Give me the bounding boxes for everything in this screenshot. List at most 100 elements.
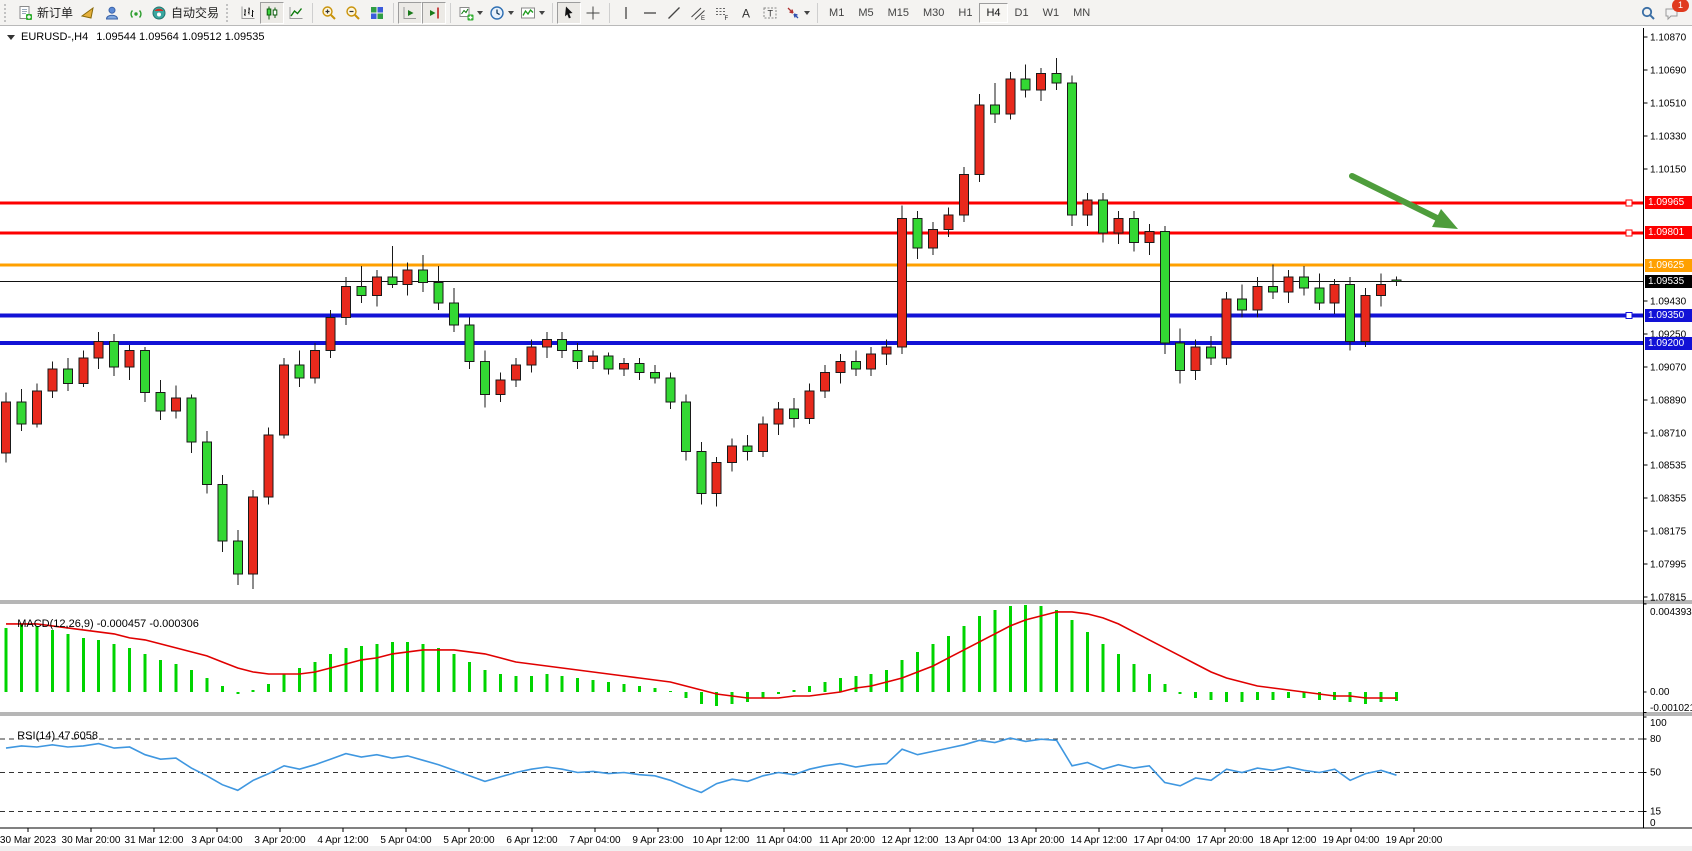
trendline-tool-button[interactable] [662,2,686,24]
new-order-icon [19,5,32,20]
fibonacci-icon: F [716,7,729,21]
svg-text:1.10330: 1.10330 [1650,131,1687,142]
auto-trading-label: 自动交易 [171,6,220,20]
svg-text:1.09070: 1.09070 [1650,362,1687,373]
svg-text:18 Apr 12:00: 18 Apr 12:00 [1260,835,1317,846]
hline-handle[interactable] [1625,199,1633,207]
timeframe-button-M15[interactable]: M15 [887,6,909,19]
candlestick-chart-icon [266,6,278,19]
zoom-in-button[interactable] [317,2,341,24]
svg-text:6 Apr 12:00: 6 Apr 12:00 [506,835,558,846]
toolbar-separator [552,2,554,23]
svg-text:1.08890: 1.08890 [1650,395,1687,406]
svg-text:5 Apr 04:00: 5 Apr 04:00 [380,835,432,846]
hline-handle[interactable] [1625,229,1633,237]
new-order-button[interactable]: 新订单 [14,2,76,24]
timeframe-toolbar: M1 M5 M15 M30 H1 H4 D1 W1 MN [822,2,1097,23]
trend-arrow-annotation[interactable] [1349,173,1458,229]
channel-tool-button[interactable]: E [686,2,710,24]
search-button[interactable] [1636,2,1660,24]
svg-text:1.08175: 1.08175 [1650,527,1687,538]
one-click-trading-collapse-icon[interactable] [7,34,15,40]
svg-text:30 Mar 2023: 30 Mar 2023 [0,835,57,846]
horizontal-lines[interactable] [0,199,1643,346]
svg-text:5 Apr 20:00: 5 Apr 20:00 [443,835,495,846]
price-tag-1.09535: 1.09535 [1645,275,1692,289]
svg-text:1.10870: 1.10870 [1650,33,1687,44]
auto-trading-button[interactable]: 自动交易 [148,2,222,24]
indicators-icon [521,7,536,18]
svg-text:100: 100 [1650,718,1667,729]
timeframe-button-H1[interactable]: H1 [958,6,973,19]
zoom-out-icon [346,5,360,20]
zoom-out-button[interactable] [341,2,365,24]
arrows-tool-button[interactable] [782,2,813,24]
svg-text:1.08710: 1.08710 [1650,428,1687,439]
auto-scroll-button[interactable] [398,1,423,24]
chart-title: EURUSD-,H4 1.09544 1.09564 1.09512 1.095… [7,31,264,43]
toolbar-separator [393,2,395,23]
signal-button[interactable] [124,2,148,24]
auto-scroll-icon [403,6,417,19]
cursor-button[interactable] [557,1,582,24]
candlestick-chart-button[interactable] [260,1,285,24]
new-chart-button[interactable] [455,2,486,24]
timeframe-button-M5[interactable]: M5 [858,6,874,19]
text-label-tool-button[interactable]: T [758,2,782,24]
dropdown-caret-icon [539,10,546,15]
fibonacci-tool-button[interactable]: F [710,2,734,24]
svg-text:4 Apr 12:00: 4 Apr 12:00 [317,835,369,846]
new-chart-icon [459,6,474,20]
notification-badge: 1 [1672,0,1689,12]
timeframe-button-H4[interactable]: H4 [979,2,1008,23]
periods-button[interactable] [486,2,517,24]
svg-text:13 Apr 04:00: 13 Apr 04:00 [945,835,1002,846]
text-icon: A [742,6,750,20]
svg-text:E: E [701,16,705,21]
svg-text:F: F [725,16,729,21]
horizontal-line-icon [644,11,657,14]
tile-windows-button[interactable] [365,2,389,24]
hline-handle[interactable] [1625,312,1633,320]
text-tool-button[interactable]: A [734,2,758,24]
svg-text:1.10690: 1.10690 [1650,65,1687,76]
price-axis-ticks: 1.10870 1.10690 1.10510 1.10330 1.10150 1.094… [1643,33,1692,829]
timeframe-button-M1[interactable]: M1 [829,6,845,19]
indicators-button[interactable] [517,2,548,24]
price-tag-1.09965: 1.09965 [1645,196,1692,210]
line-chart-button[interactable] [284,2,308,24]
svg-text:14 Apr 12:00: 14 Apr 12:00 [1071,835,1128,846]
dropdown-caret-icon [477,10,484,15]
chart-ohlc-values: 1.09544 1.09564 1.09512 1.09535 [96,31,265,43]
macd-name: MACD(12,26,9) [17,618,94,630]
crosshair-button[interactable] [581,2,605,24]
horizontal-line-tool-button[interactable] [638,2,662,24]
svg-text:3 Apr 04:00: 3 Apr 04:00 [191,835,243,846]
toolbar-separator [817,2,819,23]
clock-icon [490,5,504,20]
svg-text:-0.001021: -0.001021 [1650,703,1692,714]
toolbar-grip[interactable] [4,3,11,22]
timeframe-button-MN[interactable]: MN [1073,6,1091,19]
vertical-line-tool-button[interactable] [614,2,638,24]
timeframe-button-W1[interactable]: W1 [1042,6,1060,19]
svg-text:11 Apr 20:00: 11 Apr 20:00 [819,835,875,846]
svg-text:1.10510: 1.10510 [1650,98,1687,109]
price-tag-1.09350: 1.09350 [1645,309,1692,323]
timeframe-button-D1[interactable]: D1 [1014,6,1029,19]
svg-text:1.07815: 1.07815 [1650,593,1687,604]
notifications-button[interactable]: 1 [1660,0,1689,24]
time-axis-labels[interactable]: 30 Mar 2023 30 Mar 20:00 31 Mar 12:00 3 Apr… [0,828,1443,846]
chart-shift-button[interactable] [422,1,447,24]
bar-chart-button[interactable] [236,2,260,24]
text-label-icon: T [763,7,777,18]
cursor-arrow-icon [565,6,573,18]
toolbar-grip[interactable] [226,3,233,22]
svg-text:9 Apr 23:00: 9 Apr 23:00 [632,835,684,846]
macd-signal-value: -0.000306 [149,618,199,630]
rsi-line [5,737,1397,794]
market-watch-button[interactable] [76,2,100,24]
profile-button[interactable] [100,2,124,24]
timeframe-button-M30[interactable]: M30 [923,6,945,19]
